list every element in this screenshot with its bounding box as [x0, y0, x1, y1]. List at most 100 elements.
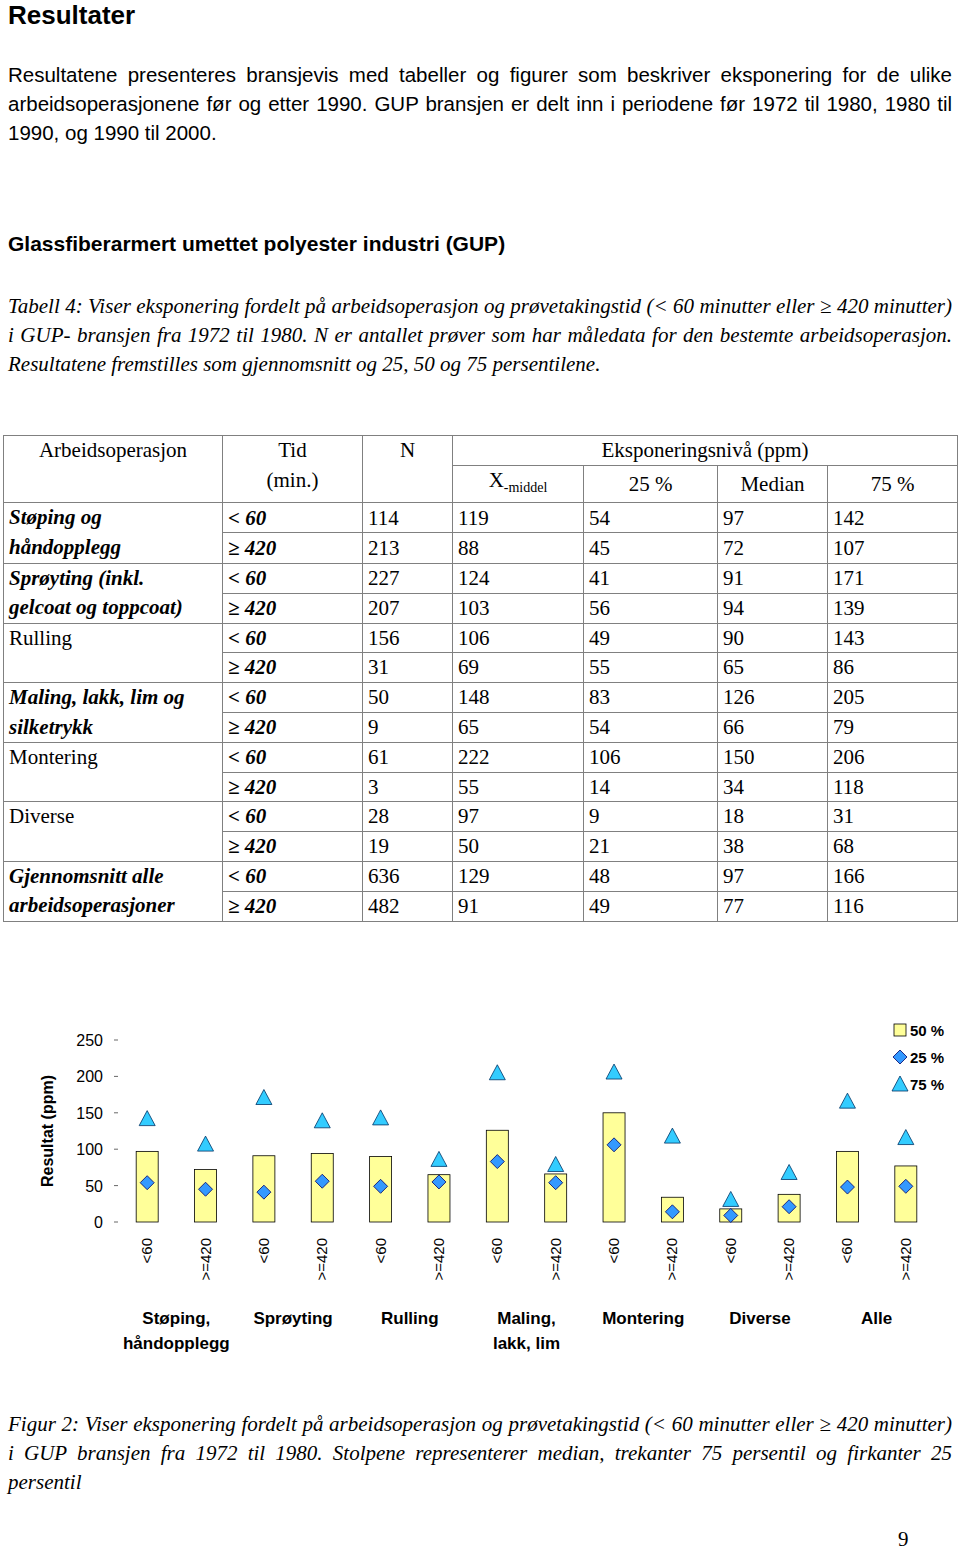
data-row: Støping oghåndopplegg< 601141195497142 — [4, 503, 958, 533]
value-cell: 50 — [453, 831, 584, 861]
header-subscript: -middel — [504, 480, 548, 495]
value-cell: 38 — [718, 831, 828, 861]
y-tick-label: 0 — [94, 1214, 103, 1231]
header-line: (min.) — [228, 466, 357, 496]
value-cell: 222 — [453, 743, 584, 773]
value-cell: 55 — [584, 653, 718, 683]
intro-paragraph: Resultatene presenteres bransjevis med t… — [8, 60, 952, 147]
group-label: Diverse — [729, 1309, 790, 1328]
header-cell: Tid(min.) — [223, 436, 363, 503]
figure-caption: Figur 2: Viser eksponering fordelt på ar… — [8, 1410, 952, 1497]
time-cell: ≥ 420 — [223, 533, 363, 563]
value-cell: 49 — [584, 623, 718, 653]
bar — [778, 1194, 800, 1222]
diamond-marker — [199, 1182, 213, 1196]
operation-cell: Gjennomsnitt allearbeidsoperasjoner — [4, 861, 223, 921]
time-cell: ≥ 420 — [223, 772, 363, 802]
value-cell: 79 — [828, 713, 958, 743]
operation-line: Gjennomsnitt alle — [9, 862, 217, 892]
group-label: lakk, lim — [493, 1334, 560, 1353]
bar — [720, 1209, 742, 1222]
value-cell: 31 — [828, 802, 958, 832]
value-cell: 83 — [584, 682, 718, 712]
legend-swatch — [894, 1024, 906, 1036]
x-tick-label: >=420 — [197, 1238, 214, 1281]
y-tick-label: 50 — [85, 1178, 103, 1195]
value-cell: 41 — [584, 563, 718, 593]
triangle-marker — [898, 1130, 914, 1145]
value-cell: 129 — [453, 861, 584, 891]
header-cell: N — [363, 436, 453, 503]
x-tick-label: <60 — [838, 1238, 855, 1263]
header-text: X — [489, 468, 504, 492]
value-cell: 107 — [828, 533, 958, 563]
time-cell: < 60 — [223, 682, 363, 712]
legend-swatch — [892, 1076, 908, 1091]
section-title: Glassfiberarmert umettet polyester indus… — [8, 230, 505, 258]
diamond-marker — [257, 1185, 271, 1199]
bar — [603, 1113, 625, 1222]
value-cell: 94 — [718, 593, 828, 623]
value-cell: 68 — [828, 831, 958, 861]
value-cell: 31 — [363, 653, 453, 683]
diamond-marker — [490, 1155, 504, 1169]
bar — [253, 1156, 275, 1222]
time-cell: ≥ 420 — [223, 593, 363, 623]
marks — [136, 1064, 917, 1222]
triangle-marker — [373, 1110, 389, 1125]
diamond-marker — [315, 1174, 329, 1188]
y-tick-label: 150 — [76, 1105, 103, 1122]
triangle-marker — [839, 1093, 855, 1108]
data-row: Sprøyting (inkl.gelcoat og toppcoat)< 60… — [4, 563, 958, 593]
y-tick — [114, 1149, 118, 1150]
group-label: Maling, — [497, 1309, 556, 1328]
operation-line: Montering — [9, 743, 217, 773]
value-cell: 88 — [453, 533, 584, 563]
time-cell: < 60 — [223, 563, 363, 593]
bar — [428, 1175, 450, 1222]
group-label: Rulling — [381, 1309, 439, 1328]
operation-cell: Maling, lakk, lim ogsilketrykk — [4, 682, 223, 742]
x-tick-label: <60 — [138, 1238, 155, 1263]
diamond-marker — [899, 1179, 913, 1193]
header-cell: 75 % — [828, 465, 958, 503]
time-cell: < 60 — [223, 861, 363, 891]
value-cell: 45 — [584, 533, 718, 563]
bar — [195, 1170, 217, 1222]
operation-line: Rulling — [9, 624, 217, 654]
triangle-marker — [723, 1191, 739, 1206]
value-cell: 166 — [828, 861, 958, 891]
value-cell: 69 — [453, 653, 584, 683]
value-cell: 118 — [828, 772, 958, 802]
time-cell: ≥ 420 — [223, 831, 363, 861]
value-cell: 54 — [584, 503, 718, 533]
time-cell: ≥ 420 — [223, 653, 363, 683]
value-cell: 9 — [584, 802, 718, 832]
x-tick-label: >=420 — [897, 1238, 914, 1281]
group-label: håndopplegg — [123, 1334, 230, 1353]
group-label: Støping, — [142, 1309, 210, 1328]
value-cell: 103 — [453, 593, 584, 623]
triangle-marker — [489, 1065, 505, 1080]
value-cell: 148 — [453, 682, 584, 712]
triangle-marker — [139, 1111, 155, 1126]
y-tick — [114, 1222, 118, 1223]
diamond-marker — [549, 1176, 563, 1190]
header-cell: X-middel — [453, 465, 584, 503]
value-cell: 142 — [828, 503, 958, 533]
x-tick-label: >=420 — [430, 1238, 447, 1281]
value-cell: 65 — [453, 713, 584, 743]
value-cell: 9 — [363, 713, 453, 743]
value-cell: 116 — [828, 891, 958, 921]
value-cell: 207 — [363, 593, 453, 623]
legend: 50 %25 %75 % — [892, 1022, 944, 1093]
exposure-table: ArbeidsoperasjonTid(min.)NEksponeringsni… — [3, 435, 958, 922]
time-cell: < 60 — [223, 802, 363, 832]
heading: Resultater — [8, 0, 135, 30]
value-cell: 18 — [718, 802, 828, 832]
diamond-marker — [665, 1205, 679, 1219]
y-tick-label: 250 — [76, 1032, 103, 1049]
header-row: ArbeidsoperasjonTid(min.)NEksponeringsni… — [4, 436, 958, 466]
y-tick — [114, 1185, 118, 1186]
group-label: Sprøyting — [253, 1309, 332, 1328]
